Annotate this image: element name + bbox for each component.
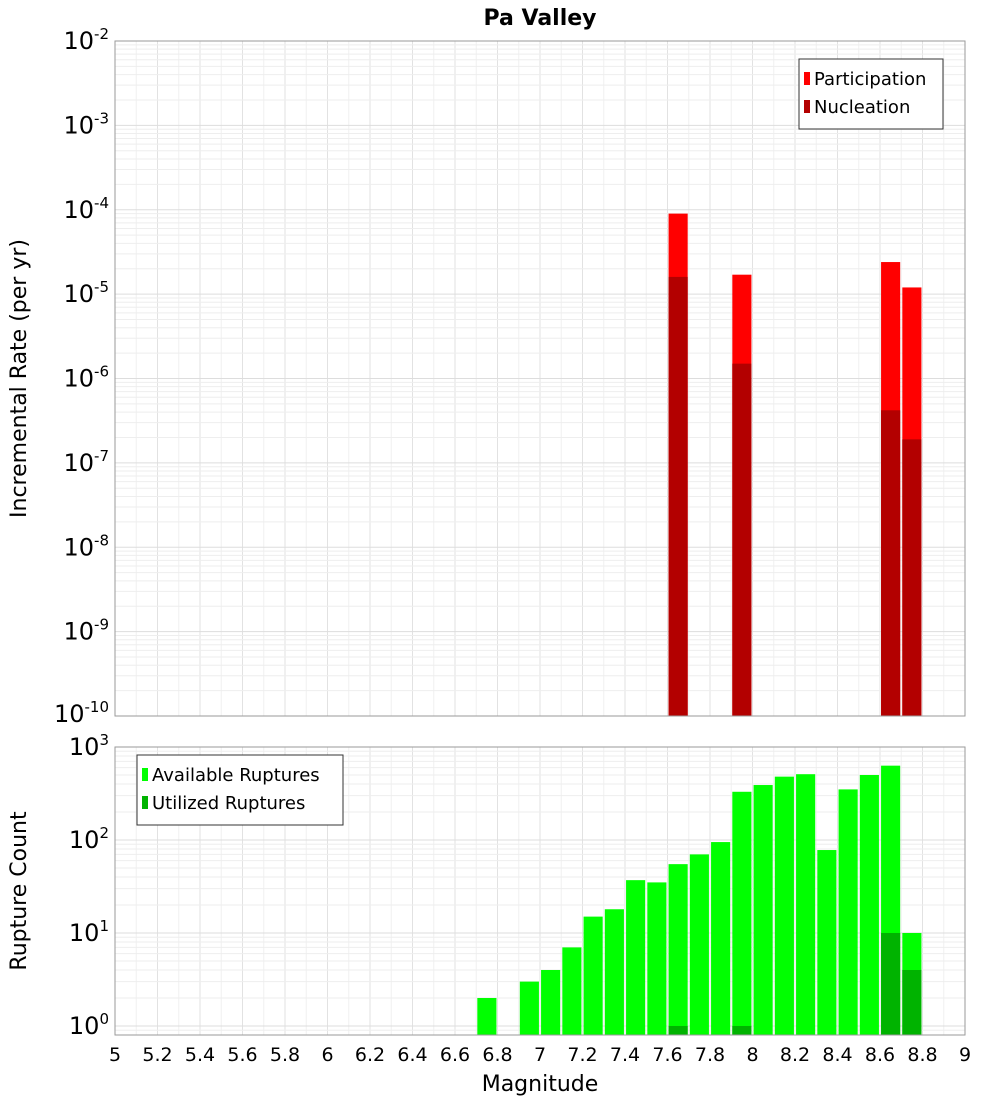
bar-nucleation (881, 410, 901, 716)
x-tick-label: 7 (534, 1044, 546, 1066)
y-tick-label: 101 (69, 917, 109, 947)
legend-box (136, 754, 344, 826)
x-tick-label: 5.4 (185, 1044, 215, 1066)
bar-utilized-ruptures (732, 1025, 752, 1035)
bar-available-ruptures (604, 909, 624, 1035)
plot-frame (114, 40, 966, 717)
x-tick-label: 6.6 (440, 1044, 470, 1066)
bar-available-ruptures (541, 969, 561, 1035)
y-tick-label: 100 (69, 1010, 109, 1040)
y-axis-label: Rupture Count (7, 811, 32, 971)
legend-label: Participation (814, 69, 926, 90)
y-tick-label: 10-8 (63, 531, 109, 561)
legend-swatch (804, 72, 810, 85)
legend-swatch (804, 100, 810, 113)
y-tick-label: 10-3 (63, 109, 109, 139)
bar-available-ruptures (711, 842, 731, 1035)
bar-available-ruptures (774, 776, 794, 1035)
bar-available-ruptures (838, 789, 858, 1035)
x-tick-label: 7.8 (695, 1044, 725, 1066)
legend: Available Ruptures Utilized Ruptures (136, 754, 344, 826)
bar-nucleation (902, 439, 922, 716)
x-tick-label: 6.4 (397, 1044, 427, 1066)
legend-label: Available Ruptures (152, 765, 320, 786)
x-tick-label: 7.4 (610, 1044, 640, 1066)
plot-frame (114, 746, 966, 1036)
bar-available-ruptures (689, 854, 709, 1035)
bar-available-ruptures (859, 774, 879, 1035)
legend: Participation Nucleation (798, 58, 944, 130)
x-tick-label: 8 (746, 1044, 758, 1066)
y-tick-label: 10-2 (63, 25, 109, 55)
y-tick-label: 10-10 (54, 698, 109, 728)
bar-available-ruptures (732, 791, 752, 1035)
x-tick-label: 9 (959, 1044, 971, 1066)
bar-available-ruptures (817, 850, 837, 1035)
legend-box (798, 58, 944, 130)
x-tick-label: 5 (109, 1044, 121, 1066)
x-tick-label: 8.2 (780, 1044, 810, 1066)
x-tick-label: 8.6 (865, 1044, 895, 1066)
bar-available-ruptures (519, 981, 539, 1035)
y-axis-label: Incremental Rate (per yr) (7, 239, 32, 518)
x-tick-label: 6.2 (355, 1044, 385, 1066)
legend-swatch (142, 796, 148, 809)
x-tick-label: 8.8 (907, 1044, 937, 1066)
y-tick-label: 10-5 (63, 278, 109, 308)
bar-available-ruptures (668, 864, 688, 1035)
bar-utilized-ruptures (668, 1025, 688, 1035)
y-tick-label: 10-6 (63, 363, 109, 393)
y-tick-label: 10-9 (63, 616, 109, 646)
legend-label: Nucleation (814, 97, 910, 118)
bar-available-ruptures (796, 774, 816, 1035)
x-tick-label: 5.8 (270, 1044, 300, 1066)
y-tick-label: 10-7 (63, 447, 109, 477)
bar-utilized-ruptures (881, 932, 901, 1035)
x-tick-label: 7.6 (652, 1044, 682, 1066)
x-tick-label: 6.8 (482, 1044, 512, 1066)
x-tick-label: 5.2 (142, 1044, 172, 1066)
x-tick-label: 5.6 (227, 1044, 257, 1066)
x-axis-label: Magnitude (482, 1072, 599, 1097)
y-tick-label: 102 (69, 824, 109, 854)
legend-swatch (142, 768, 148, 781)
x-tick-label: 7.2 (567, 1044, 597, 1066)
bar-nucleation (732, 363, 752, 716)
incremental-rate-panel: 10-2 10-3 10-4 10-5 10-6 10-7 10-8 10-9 10-10 Pa … (7, 6, 966, 728)
bar-utilized-ruptures (902, 969, 922, 1035)
bar-available-ruptures (477, 997, 497, 1035)
x-tick-label: 8.4 (822, 1044, 852, 1066)
bar-nucleation (668, 276, 688, 716)
y-tick-label: 10-4 (63, 194, 109, 224)
bar-available-ruptures (562, 947, 582, 1035)
x-tick-label: 6 (321, 1044, 333, 1066)
y-tick-label: 103 (69, 731, 109, 761)
chart-title: Pa Valley (483, 6, 596, 31)
legend-label: Utilized Ruptures (152, 793, 305, 814)
bar-available-ruptures (626, 880, 646, 1035)
bar-available-ruptures (753, 785, 773, 1035)
bar-available-ruptures (583, 916, 603, 1035)
bar-available-ruptures (647, 882, 667, 1035)
